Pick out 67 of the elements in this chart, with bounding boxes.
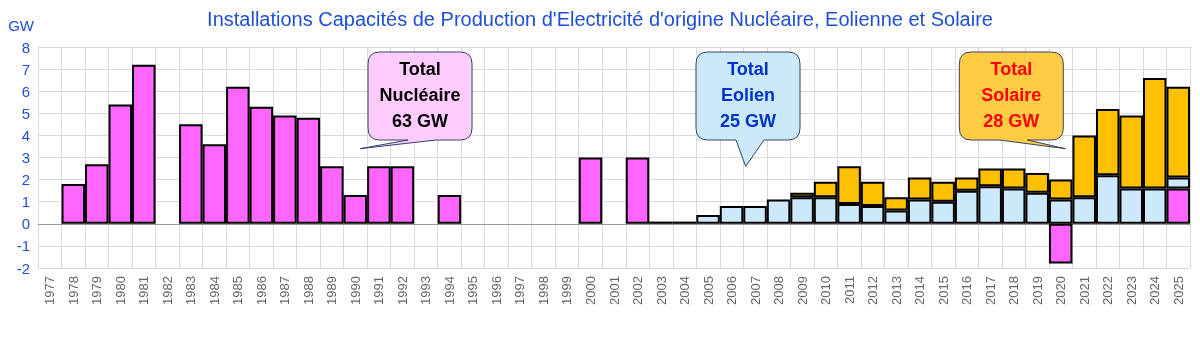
- y-tick-label: 1: [21, 193, 30, 211]
- y-tick-label: 2: [21, 171, 30, 189]
- chart-title: Installations Capacités de Production d'Electricité d'origine Nucléaire, Eolienne et Solaire: [207, 8, 993, 30]
- x-tick-label: 2022: [1100, 276, 1116, 305]
- x-tick-label: 2003: [653, 276, 669, 305]
- x-tick-label: 2001: [606, 276, 622, 305]
- x-tick-label: 1992: [394, 276, 410, 305]
- y-tick-label: 7: [21, 60, 30, 78]
- x-tick-label: 2023: [1123, 276, 1139, 305]
- x-tick-label: 2007: [747, 276, 763, 305]
- x-tick-label: 1982: [159, 276, 175, 305]
- x-tick-label: 1991: [371, 276, 387, 305]
- y-tick-label: 5: [21, 104, 30, 122]
- x-tick-label: 1983: [183, 276, 199, 305]
- x-tick-label: 2005: [700, 276, 716, 305]
- x-tick-label: 2011: [841, 276, 857, 304]
- x-tick-label: 1987: [277, 276, 293, 305]
- y-tick-label: 8: [21, 38, 30, 56]
- y-tick-label: 4: [21, 126, 30, 144]
- x-tick-label: 1998: [535, 276, 551, 305]
- y-axis-title: GW: [8, 17, 35, 34]
- y-tick-label: 0: [21, 215, 30, 233]
- x-tick-label: 1985: [230, 276, 246, 305]
- y-tick-label: -1: [16, 237, 30, 255]
- x-tick-label: 1977: [42, 276, 58, 305]
- x-tick-label: 1981: [136, 276, 152, 305]
- x-tick-label: 2020: [1053, 276, 1069, 305]
- x-tick-label: 1978: [65, 276, 81, 305]
- x-tick-label: 2025: [1170, 276, 1186, 305]
- x-tick-label: 2004: [677, 276, 693, 305]
- x-tick-label: 1989: [324, 276, 340, 305]
- x-tick-label: 2017: [982, 276, 998, 305]
- x-tick-label: 2002: [630, 276, 646, 305]
- x-tick-label: 1980: [112, 276, 128, 305]
- x-tick-label: 1994: [441, 276, 457, 305]
- annotation: Total Nucléaire 63 GW: [379, 58, 461, 131]
- x-tick-label: 1979: [89, 276, 105, 305]
- annotation: Total Eolien 25 GW: [720, 58, 777, 131]
- y-tick-label: 3: [21, 149, 30, 166]
- x-tick-label: 2021: [1076, 276, 1092, 305]
- y-tick-label: 6: [21, 82, 30, 100]
- x-tick-label: 1990: [347, 276, 363, 305]
- x-tick-label: 1986: [253, 276, 269, 305]
- x-tick-label: 1997: [512, 276, 528, 305]
- x-tick-label: 2019: [1029, 276, 1045, 305]
- x-tick-label: 2015: [935, 276, 951, 305]
- x-tick-label: 2010: [818, 276, 834, 305]
- x-tick-label: 1996: [488, 276, 504, 305]
- x-tick-label: 2012: [865, 276, 881, 305]
- x-tick-label: 2000: [582, 276, 598, 305]
- bar: [437, 195, 462, 224]
- x-tick-label: 2018: [1006, 276, 1022, 305]
- x-tick-label: 2014: [912, 276, 928, 305]
- annotation: Total Solaire 28 GW: [981, 58, 1042, 131]
- x-tick-label: 2006: [724, 276, 740, 305]
- x-tick-label: 1984: [206, 276, 222, 305]
- x-tick-label: 2008: [771, 276, 787, 305]
- bar: [578, 157, 603, 224]
- x-tick-label: 1995: [465, 276, 481, 305]
- x-tick-label: 1988: [300, 276, 316, 305]
- x-tick-label: 1999: [559, 276, 575, 305]
- x-tick-label: 2024: [1147, 276, 1163, 305]
- y-tick-label: -2: [16, 259, 30, 277]
- x-tick-label: 2013: [888, 276, 904, 305]
- x-tick-label: 1993: [418, 276, 434, 305]
- x-tick-label: 2016: [959, 276, 975, 305]
- x-tick-label: 2009: [794, 276, 810, 305]
